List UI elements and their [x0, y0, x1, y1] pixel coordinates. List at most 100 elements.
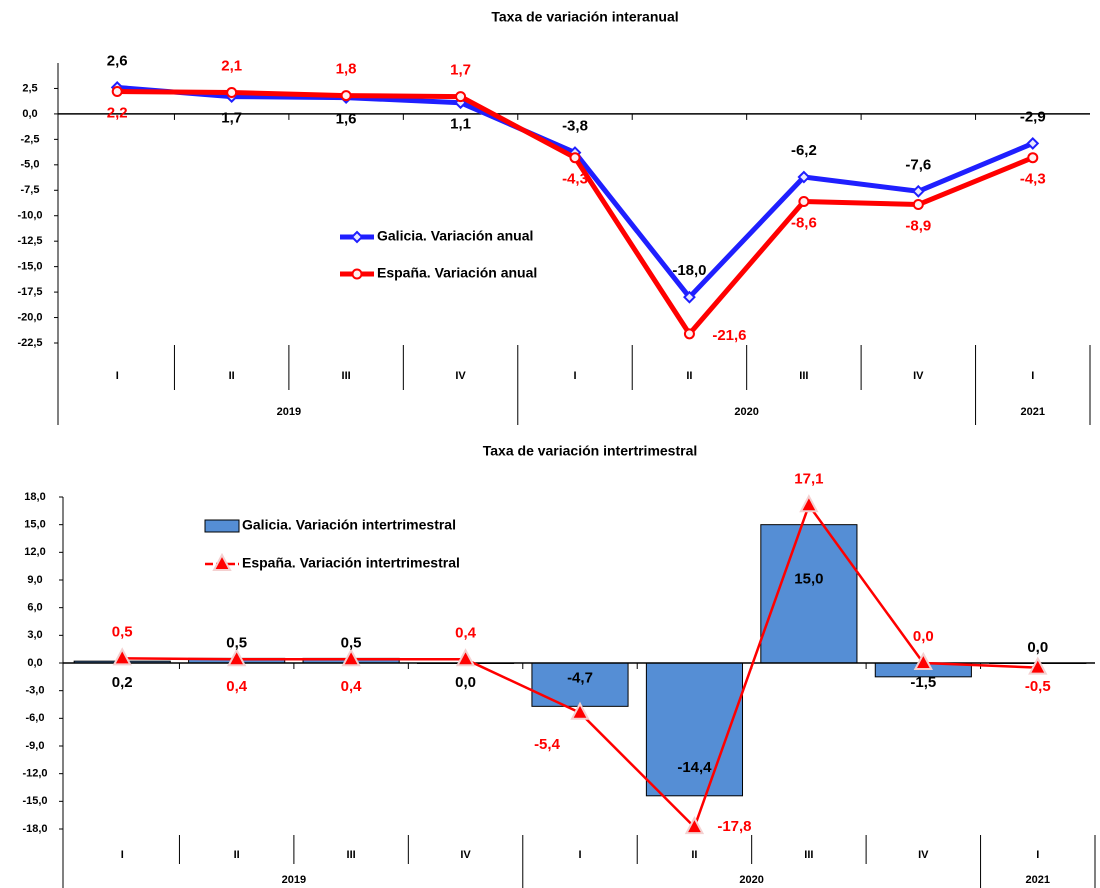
- data-label: 17,1: [794, 470, 823, 487]
- data-label: 2,6: [107, 52, 128, 69]
- data-label: -4,3: [562, 171, 588, 188]
- year-label: 2019: [277, 406, 301, 418]
- data-label: 2,2: [107, 104, 128, 121]
- y-tick-label: -7,5: [21, 184, 40, 196]
- x-tick-label: IV: [913, 370, 924, 382]
- x-tick-label: I: [121, 849, 124, 861]
- data-label: 1,7: [221, 110, 242, 127]
- year-label: 2020: [739, 874, 763, 886]
- data-label: 0,0: [455, 674, 476, 691]
- data-label: 0,2: [112, 674, 133, 691]
- marker: [1027, 152, 1039, 164]
- y-tick-label: 0,0: [27, 657, 42, 669]
- legend-label: España. Variación anual: [377, 265, 537, 281]
- legend-swatch: [204, 519, 240, 533]
- data-label: 1,8: [336, 61, 357, 78]
- x-tick-label: I: [573, 370, 576, 382]
- y-tick-label: -20,0: [17, 311, 42, 323]
- bar: [760, 524, 858, 664]
- legend-marker: [350, 230, 364, 244]
- marker: [911, 184, 925, 198]
- data-label: -8,9: [905, 217, 931, 234]
- marker: [112, 647, 132, 666]
- data-label: 0,4: [341, 678, 363, 695]
- chart-title: Taxa de variación interanual: [491, 9, 678, 25]
- data-label: 0,4: [226, 678, 248, 695]
- chart: Taxa de variación interanual 2,5 0,0 -2,5 -5…: [17, 9, 1091, 425]
- data-label: 0,5: [226, 634, 247, 651]
- marker: [341, 648, 361, 667]
- x-tick-label: III: [342, 370, 351, 382]
- legend-marker: [351, 268, 363, 280]
- y-tick-label: -6,0: [26, 712, 45, 724]
- y-tick-label: -17,5: [17, 286, 42, 298]
- marker: [1028, 656, 1048, 675]
- legend-label: España. Variación intertrimestral: [242, 555, 460, 571]
- marker: [570, 701, 590, 720]
- data-label: 1,7: [450, 62, 471, 79]
- x-tick-label: IV: [918, 849, 929, 861]
- data-label: 1,1: [450, 116, 471, 133]
- year-label: 2020: [734, 406, 758, 418]
- data-label: -7,6: [905, 156, 931, 173]
- y-tick-label: -15,0: [17, 261, 42, 273]
- y-tick-label: -2,5: [21, 133, 40, 145]
- y-tick-label: -10,0: [17, 210, 42, 222]
- x-tick-label: II: [691, 849, 697, 861]
- data-label: 2,1: [221, 57, 242, 74]
- marker: [1026, 137, 1040, 150]
- year-label: 2019: [282, 874, 306, 886]
- y-tick-label: -22,5: [17, 337, 42, 349]
- chart-title: Taxa de variación intertrimestral: [483, 443, 698, 459]
- year-label: 2021: [1026, 874, 1050, 886]
- x-tick-label: III: [799, 370, 808, 382]
- marker: [684, 816, 705, 835]
- data-label: 1,6: [336, 111, 357, 128]
- marker: [912, 199, 924, 211]
- x-tick-label: III: [804, 849, 813, 861]
- chart: Taxa de variación intertrimestral 18,0 15,…: [22, 443, 1096, 888]
- data-label: -18,0: [672, 262, 706, 279]
- legend-marker: [212, 552, 232, 571]
- legend-label: Galicia. Variación intertrimestral: [242, 517, 456, 533]
- x-tick-label: I: [116, 370, 119, 382]
- marker: [797, 170, 811, 184]
- marker: [340, 90, 352, 102]
- data-label: 15,0: [794, 571, 823, 588]
- y-tick-label: 6,0: [27, 602, 42, 614]
- data-label: 0,5: [112, 623, 133, 640]
- y-tick-label: 2,5: [22, 82, 37, 94]
- y-tick-label: -12,5: [17, 235, 42, 247]
- y-tick-label: -15,0: [22, 795, 47, 807]
- x-tick-label: III: [347, 849, 356, 861]
- data-label: -6,2: [791, 142, 817, 159]
- marker: [569, 152, 581, 164]
- x-tick-label: II: [234, 849, 240, 861]
- data-label: -0,5: [1025, 678, 1051, 695]
- marker: [455, 648, 476, 667]
- data-label: -4,3: [1020, 171, 1046, 188]
- y-tick-label: -12,0: [22, 768, 47, 780]
- data-label: 0,0: [1027, 639, 1048, 656]
- year-label: 2021: [1021, 406, 1045, 418]
- y-tick-label: 12,0: [24, 546, 45, 558]
- data-label: -1,5: [910, 674, 936, 691]
- marker: [799, 494, 819, 513]
- data-label: -4,7: [567, 669, 593, 686]
- y-tick-label: 0,0: [22, 108, 37, 120]
- x-tick-label: II: [686, 370, 692, 382]
- x-tick-label: I: [1031, 370, 1034, 382]
- bar: [645, 662, 744, 797]
- data-label: -3,8: [562, 118, 588, 135]
- marker: [455, 91, 467, 103]
- data-label: -8,6: [791, 214, 817, 231]
- marker: [226, 87, 238, 99]
- y-tick-label: -3,0: [26, 685, 45, 697]
- data-label: -17,8: [717, 818, 751, 835]
- marker: [913, 651, 933, 670]
- y-tick-label: 3,0: [27, 629, 42, 641]
- x-tick-label: I: [578, 849, 581, 861]
- y-tick-label: -18,0: [22, 823, 47, 835]
- y-tick-label: 9,0: [27, 574, 42, 586]
